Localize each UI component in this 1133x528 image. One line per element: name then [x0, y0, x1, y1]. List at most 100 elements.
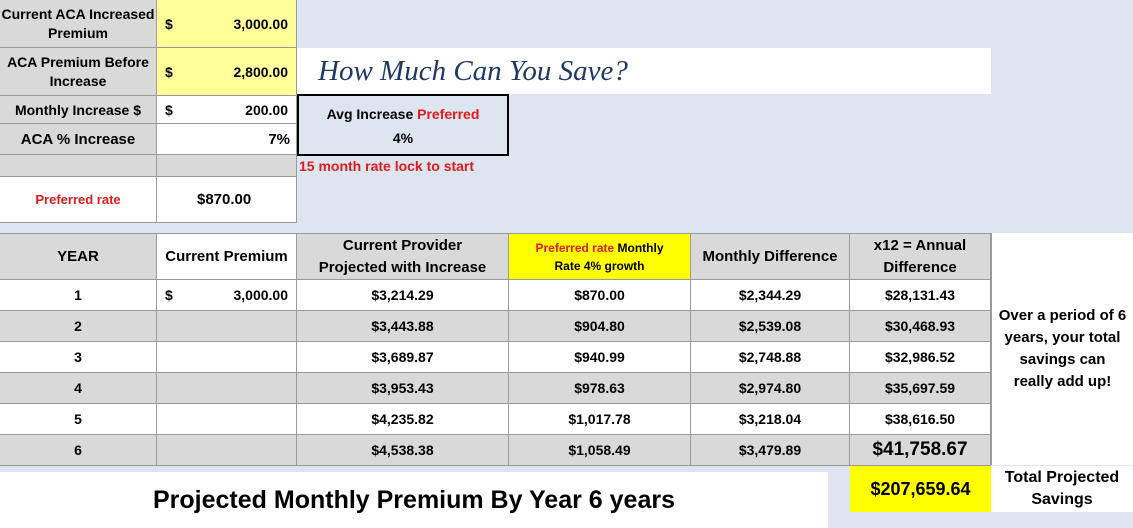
before-increase-value-cell[interactable]: $ 2,800.00 — [157, 48, 297, 96]
provider-value: $4,538.38 — [371, 442, 434, 458]
monthly-value: $2,748.88 — [738, 349, 802, 365]
table-cell-year[interactable]: 5 — [0, 404, 157, 435]
col-header-annual: x12 = Annual Difference — [850, 233, 991, 280]
col-header-preferred-black: Monthly — [614, 240, 664, 255]
annual-value: $35,697.59 — [884, 380, 956, 396]
preferred-value: $904.80 — [574, 318, 625, 334]
table-cell-preferred[interactable]: $870.00 — [509, 280, 691, 311]
table-cell-annual[interactable]: $28,131.43 — [850, 280, 991, 311]
aca-pct-value: 7% — [268, 130, 290, 148]
provider-value: $3,953.43 — [371, 380, 434, 396]
table-cell-current[interactable]: $3,000.00 — [157, 280, 297, 311]
table-cell-preferred[interactable]: $1,058.49 — [509, 435, 691, 466]
table-cell-current[interactable] — [157, 435, 297, 466]
col-header-current: Current Premium — [157, 233, 297, 280]
col-header-provider-line1: Current Provider — [342, 236, 463, 254]
footer-title-text: Projected Monthly Premium By Year 6 year… — [153, 485, 675, 514]
col-header-provider: Current Provider Projected with Increase — [297, 233, 509, 280]
col-header-year: YEAR — [0, 233, 157, 280]
table-cell-year[interactable]: 2 — [0, 311, 157, 342]
monthly-value: $2,539.08 — [738, 318, 802, 334]
table-cell-preferred[interactable]: $940.99 — [509, 342, 691, 373]
annual-value: $38,616.50 — [884, 411, 956, 427]
year-value: 5 — [74, 411, 82, 427]
table-cell-annual[interactable]: $32,986.52 — [850, 342, 991, 373]
col-header-year-text: YEAR — [57, 247, 99, 265]
table-cell-monthly[interactable]: $3,218.04 — [691, 404, 850, 435]
table-cell-annual[interactable]: $38,616.50 — [850, 404, 991, 435]
annual-value: $32,986.52 — [884, 349, 956, 365]
col-header-monthly-diff-text: Monthly Difference — [702, 247, 838, 265]
table-cell-current[interactable] — [157, 311, 297, 342]
current-premium-value: 3,000.00 — [233, 287, 289, 303]
monthly-value: $3,479.89 — [738, 442, 802, 458]
preferred-value: $870.00 — [574, 287, 625, 303]
monthly-value: $2,344.29 — [738, 287, 802, 303]
table-cell-monthly[interactable]: $3,479.89 — [691, 435, 850, 466]
table-cell-current[interactable] — [157, 342, 297, 373]
preferred-value: $1,017.78 — [568, 411, 631, 427]
aca-pct-value-cell[interactable]: 7% — [157, 124, 297, 155]
monthly-increase-value-cell[interactable]: $ 200.00 — [157, 96, 297, 124]
monthly-increase-label-text: Monthly Increase $ — [14, 101, 142, 118]
avg-increase-value: 4% — [392, 130, 414, 146]
table-cell-current[interactable] — [157, 404, 297, 435]
table-cell-monthly[interactable]: $2,974.80 — [691, 373, 850, 404]
col-header-annual-line2: Difference — [883, 258, 957, 276]
provider-value: $4,235.82 — [371, 411, 434, 427]
table-cell-provider[interactable]: $4,235.82 — [297, 404, 509, 435]
col-header-preferred-red: Preferred rate — [535, 240, 615, 255]
year-value: 6 — [74, 442, 82, 458]
table-cell-year[interactable]: 1 — [0, 280, 157, 311]
table-cell-provider[interactable]: $3,953.43 — [297, 373, 509, 404]
savings-note-text: Over a period of 6 years, your total sav… — [998, 307, 1127, 390]
blank-row-label — [0, 155, 157, 177]
table-cell-monthly[interactable]: $2,344.29 — [691, 280, 850, 311]
avg-increase-label-plain: Avg Increase — [326, 106, 418, 122]
table-cell-annual[interactable]: $41,758.67 — [850, 435, 991, 466]
table-cell-preferred[interactable]: $904.80 — [509, 311, 691, 342]
table-cell-annual[interactable]: $35,697.59 — [850, 373, 991, 404]
year-value: 2 — [74, 318, 82, 334]
preferred-rate-value: $870.00 — [197, 191, 252, 208]
year-value: 3 — [74, 349, 82, 365]
current-aca-label: Current ACA Increased Premium — [0, 0, 157, 48]
table-cell-preferred[interactable]: $978.63 — [509, 373, 691, 404]
banner-title-box: How Much Can You Save? — [297, 48, 991, 94]
table-cell-year[interactable]: 6 — [0, 435, 157, 466]
col-header-preferred: Preferred rate Monthly Rate 4% growth — [509, 233, 691, 280]
preferred-value: $1,058.49 — [568, 442, 631, 458]
blank-row-value — [157, 155, 297, 177]
col-header-current-text: Current Premium — [165, 247, 288, 265]
year-value: 1 — [74, 287, 82, 303]
annual-value: $30,468.93 — [884, 318, 956, 334]
table-cell-monthly[interactable]: $2,748.88 — [691, 342, 850, 373]
provider-value: $3,689.87 — [371, 349, 434, 365]
table-cell-provider[interactable]: $3,214.29 — [297, 280, 509, 311]
current-aca-value: 3,000.00 — [233, 15, 289, 32]
table-cell-year[interactable]: 3 — [0, 342, 157, 373]
preferred-value: $940.99 — [574, 349, 625, 365]
before-increase-label-text: ACA Premium Before Increase — [7, 53, 149, 89]
table-cell-provider[interactable]: $3,689.87 — [297, 342, 509, 373]
table-cell-year[interactable]: 4 — [0, 373, 157, 404]
current-aca-value-cell[interactable]: $ 3,000.00 — [157, 0, 297, 48]
preferred-rate-value-cell[interactable]: $870.00 — [157, 177, 297, 223]
provider-value: $3,443.88 — [371, 318, 434, 334]
page-title: How Much Can You Save? — [318, 54, 628, 87]
table-cell-provider[interactable]: $3,443.88 — [297, 311, 509, 342]
table-cell-current[interactable] — [157, 373, 297, 404]
before-increase-label: ACA Premium Before Increase — [0, 48, 157, 96]
table-cell-provider[interactable]: $4,538.38 — [297, 435, 509, 466]
avg-increase-label-red: Preferred — [417, 106, 480, 122]
col-header-preferred-line1: Preferred rate Monthly — [535, 239, 663, 257]
preferred-value: $978.63 — [574, 380, 625, 396]
preferred-rate-label-text: Preferred rate — [35, 192, 121, 207]
col-header-provider-line2: Projected with Increase — [318, 258, 487, 276]
table-cell-annual[interactable]: $30,468.93 — [850, 311, 991, 342]
annual-value: $28,131.43 — [884, 287, 956, 303]
before-increase-value: 2,800.00 — [233, 63, 289, 80]
table-cell-monthly[interactable]: $2,539.08 — [691, 311, 850, 342]
provider-value: $3,214.29 — [371, 287, 434, 303]
table-cell-preferred[interactable]: $1,017.78 — [509, 404, 691, 435]
